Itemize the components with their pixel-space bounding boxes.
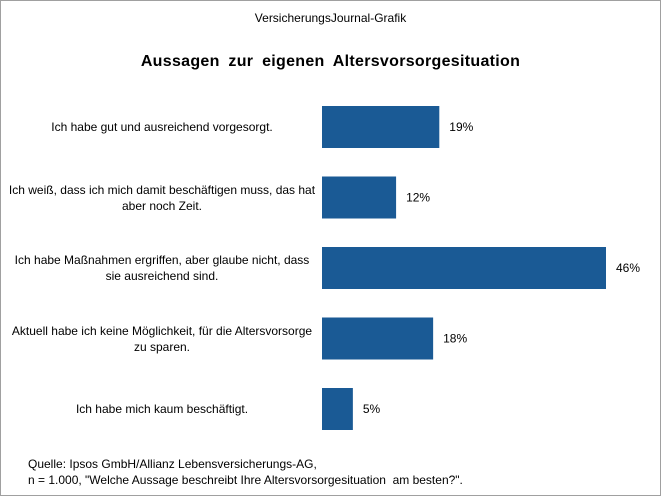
bar — [322, 388, 353, 430]
source-line: Quelle: Ipsos GmbH/Allianz Lebensversich… — [28, 457, 317, 471]
value-label: 46% — [616, 261, 640, 275]
category-label: Ich habe mich kaum beschäftigt. — [75, 402, 249, 416]
bar — [322, 247, 606, 289]
value-label: 12% — [406, 191, 430, 205]
header: VersicherungsJournal-Grafik — [254, 11, 407, 25]
category-label: Aktuell habe ich keine Möglichkeit, für … — [11, 323, 313, 354]
category-label: Ich habe Maßnahmen ergriffen, aber glaub… — [14, 253, 310, 283]
value-label: 18% — [443, 332, 467, 346]
chart-title: Aussagen zur eigenen Altersvorsorgesitua… — [140, 53, 521, 70]
category-label: Ich habe gut und ausreichend vorgesorgt. — [51, 120, 273, 134]
category-label: Ich weiß, dass ich mich damit beschäftig… — [8, 182, 316, 213]
bar — [322, 106, 440, 148]
value-label: 19% — [449, 120, 473, 134]
bar — [322, 176, 397, 219]
value-label: 5% — [363, 402, 381, 416]
bar — [322, 317, 434, 360]
source-line: n = 1.000, "Welche Aussage beschreibt Ih… — [28, 473, 463, 487]
